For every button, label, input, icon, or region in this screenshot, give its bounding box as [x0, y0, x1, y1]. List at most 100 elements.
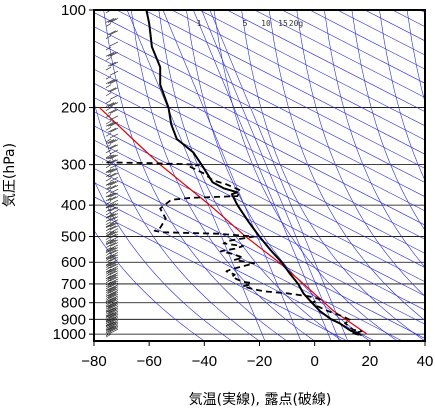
wind-barb-flag: [109, 282, 119, 288]
wind-barb-flag: [109, 270, 119, 275]
wind-barb-flag: [109, 272, 119, 278]
wind-barb-staff: [105, 257, 112, 261]
mixing-ratio-label: 1: [197, 19, 202, 28]
wind-barb-flag: [109, 288, 119, 293]
dry-adiabat: [351, 10, 425, 231]
wind-barb-flag: [109, 259, 119, 264]
wind-barb-flag: [109, 324, 119, 330]
wind-barb-flag: [109, 242, 119, 247]
wind-barb-flag: [105, 79, 115, 85]
wind-barb-flag: [105, 52, 115, 57]
wind-barb-flag: [107, 206, 117, 212]
wind-barb-flag: [109, 216, 119, 222]
wind-barb-flag: [109, 185, 119, 190]
wind-barb-flag: [109, 318, 119, 324]
wind-barb-staff: [105, 57, 112, 61]
wind-barb-flag: [107, 313, 117, 319]
wind-barb-flag: [109, 231, 119, 236]
wind-barb-staff: [105, 84, 112, 88]
wind-barb-flag: [105, 321, 115, 327]
wind-barb-flag: [109, 252, 119, 257]
wind-barb-staff: [105, 66, 112, 71]
wind-barb-staff: [105, 314, 112, 318]
isotherm: [253, 10, 425, 98]
wind-barb-staff: [105, 224, 112, 229]
wind-barb: [105, 293, 119, 303]
wind-barb-staff: [105, 319, 112, 323]
x-tick-label: −40: [192, 353, 217, 370]
wind-barb: [105, 144, 119, 154]
wind-barb-flag: [107, 185, 117, 190]
wind-barb: [105, 231, 119, 240]
wind-barb-flag: [109, 234, 119, 239]
wind-barb-flag: [109, 127, 119, 133]
wind-barb-flag: [107, 192, 117, 198]
wind-barb-staff: [105, 241, 112, 246]
wind-barb-staff: [105, 92, 112, 97]
y-tick-label: 300: [61, 157, 86, 174]
wind-barb-flag: [109, 315, 119, 321]
wind-barb-staff: [105, 332, 112, 337]
wind-barb-flag: [109, 292, 119, 297]
wind-barb-staff: [105, 279, 112, 284]
wind-barb-staff: [105, 221, 112, 226]
wind-barb-flag: [109, 219, 119, 225]
wind-barb-flag: [107, 61, 117, 67]
wind-barb-staff: [105, 315, 112, 320]
wind-barb-staff: [105, 190, 112, 194]
wind-barb-flag: [105, 154, 115, 160]
dewpoint-line: [102, 161, 363, 336]
dry-adiabat: [94, 179, 233, 341]
wind-barb-flag: [107, 213, 117, 218]
wind-barb-flag: [107, 168, 117, 174]
wind-barb-staff: [105, 114, 112, 118]
wind-barb-staff: [105, 289, 112, 294]
wind-barb-flag: [105, 168, 115, 174]
mixing-ratio-line: [201, 10, 340, 341]
wind-barb-flag: [109, 286, 119, 292]
isotherm: [94, 210, 348, 341]
wind-barb-flag: [109, 327, 119, 333]
wind-barb-staff: [105, 159, 112, 164]
wind-barb-staff: [105, 261, 112, 266]
wind-barb: [105, 219, 119, 229]
wind-barb-staff: [105, 295, 112, 299]
wind-barb-flag: [107, 52, 117, 57]
isotherm: [94, 125, 425, 297]
wind-barb-staff: [105, 215, 112, 219]
wind-barb-flag: [109, 79, 119, 85]
wind-barb-flag: [107, 292, 117, 297]
wind-barb: [105, 115, 119, 125]
wind-barb-flag: [109, 280, 119, 286]
wind-barb-staff: [105, 204, 112, 209]
wind-barb: [105, 216, 119, 226]
wind-barb-staff: [105, 302, 112, 307]
wind-barb: [105, 185, 119, 194]
wind-barb: [105, 295, 119, 305]
wind-barb-staff: [105, 317, 112, 322]
wind-barb-flag: [107, 299, 117, 304]
wind-barb-staff: [105, 149, 112, 154]
wind-barb: [105, 206, 119, 216]
wind-barb-staff: [105, 275, 112, 279]
wind-barb-flag: [109, 317, 119, 322]
wind-barb: [105, 199, 119, 209]
wind-barb-flag: [109, 276, 119, 282]
wind-barb-staff: [105, 23, 112, 27]
dry-adiabat: [241, 10, 425, 341]
wind-barb: [105, 270, 119, 279]
wind-barb-staff: [105, 120, 112, 125]
wind-barb-flag: [107, 304, 117, 309]
x-tick-label: 20: [361, 353, 378, 370]
wind-barb-flag: [109, 261, 119, 267]
wind-barb-flag: [109, 274, 119, 280]
wind-barb-staff: [105, 287, 112, 292]
wind-barb-flag: [109, 295, 119, 301]
wind-barb-staff: [105, 107, 112, 111]
isotherm: [94, 26, 425, 198]
wind-barb-flag: [107, 172, 117, 178]
wind-barb-staff: [105, 333, 112, 338]
wind-barb-staff: [105, 75, 112, 80]
wind-barb-flag: [107, 216, 117, 222]
wind-barb: [105, 127, 119, 137]
